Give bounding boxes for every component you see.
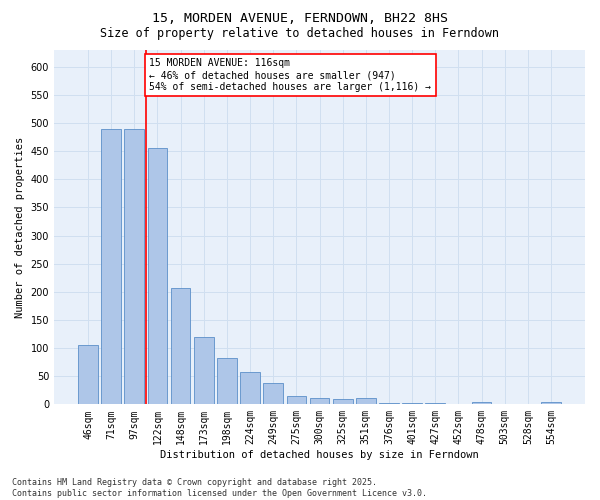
Bar [171, 288, 190, 405]
X-axis label: Distribution of detached houses by size in Ferndown: Distribution of detached houses by size … [160, 450, 479, 460]
Bar [78, 346, 98, 405]
Text: 15, MORDEN AVENUE, FERNDOWN, BH22 8HS: 15, MORDEN AVENUE, FERNDOWN, BH22 8HS [152, 12, 448, 26]
Bar [148, 148, 167, 404]
Bar [240, 372, 260, 404]
Bar [379, 403, 399, 404]
Bar [402, 403, 422, 404]
Text: Size of property relative to detached houses in Ferndown: Size of property relative to detached ho… [101, 28, 499, 40]
Bar [541, 402, 561, 404]
Bar [101, 128, 121, 404]
Bar [217, 358, 237, 405]
Bar [287, 396, 306, 404]
Bar [194, 337, 214, 404]
Bar [356, 398, 376, 404]
Bar [310, 398, 329, 404]
Bar [263, 383, 283, 404]
Y-axis label: Number of detached properties: Number of detached properties [15, 136, 25, 318]
Bar [124, 128, 144, 404]
Bar [425, 403, 445, 404]
Bar [333, 398, 353, 404]
Text: 15 MORDEN AVENUE: 116sqm
← 46% of detached houses are smaller (947)
54% of semi-: 15 MORDEN AVENUE: 116sqm ← 46% of detach… [149, 58, 431, 92]
Bar [472, 402, 491, 404]
Text: Contains HM Land Registry data © Crown copyright and database right 2025.
Contai: Contains HM Land Registry data © Crown c… [12, 478, 427, 498]
